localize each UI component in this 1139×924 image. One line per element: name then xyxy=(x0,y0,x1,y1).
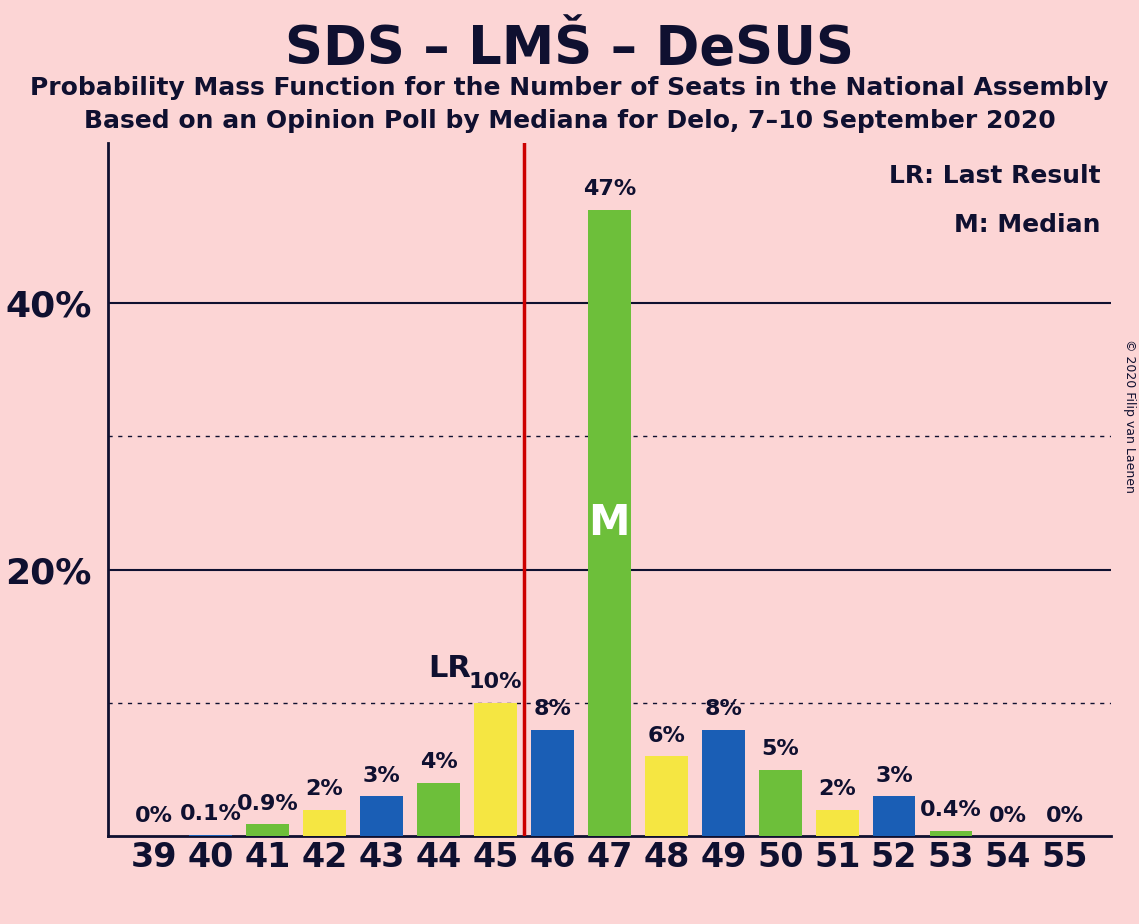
Text: 4%: 4% xyxy=(419,752,458,772)
Text: 5%: 5% xyxy=(761,739,800,759)
Text: 2%: 2% xyxy=(305,779,344,799)
Text: 2%: 2% xyxy=(818,779,857,799)
Bar xyxy=(588,210,631,836)
Bar xyxy=(303,809,346,836)
Bar xyxy=(645,756,688,836)
Text: M: Median: M: Median xyxy=(954,213,1100,237)
Text: Probability Mass Function for the Number of Seats in the National Assembly: Probability Mass Function for the Number… xyxy=(31,76,1108,100)
Text: M: M xyxy=(589,502,630,544)
Text: 0.4%: 0.4% xyxy=(920,800,982,821)
Text: LR: Last Result: LR: Last Result xyxy=(888,164,1100,188)
Text: 0.1%: 0.1% xyxy=(180,804,241,824)
Text: 3%: 3% xyxy=(362,766,401,785)
Bar xyxy=(417,783,460,836)
Text: 8%: 8% xyxy=(704,699,743,719)
Text: Based on an Opinion Poll by Mediana for Delo, 7–10 September 2020: Based on an Opinion Poll by Mediana for … xyxy=(83,109,1056,133)
Text: 0.9%: 0.9% xyxy=(237,794,298,813)
Bar xyxy=(246,824,289,836)
Text: 3%: 3% xyxy=(875,766,913,785)
Text: LR: LR xyxy=(428,654,472,683)
Bar xyxy=(759,770,802,836)
Bar xyxy=(531,730,574,836)
Text: 10%: 10% xyxy=(469,673,522,692)
Bar xyxy=(702,730,745,836)
Bar xyxy=(816,809,859,836)
Text: © 2020 Filip van Laenen: © 2020 Filip van Laenen xyxy=(1123,339,1137,492)
Bar xyxy=(929,831,973,836)
Text: 0%: 0% xyxy=(989,806,1027,825)
Text: 6%: 6% xyxy=(647,725,686,746)
Bar xyxy=(360,796,403,836)
Text: 0%: 0% xyxy=(1046,806,1084,825)
Text: SDS – LMŠ – DeSUS: SDS – LMŠ – DeSUS xyxy=(285,23,854,75)
Bar xyxy=(872,796,916,836)
Text: 0%: 0% xyxy=(134,806,173,825)
Bar xyxy=(474,703,517,836)
Text: 8%: 8% xyxy=(533,699,572,719)
Bar xyxy=(189,835,232,836)
Text: 47%: 47% xyxy=(583,179,636,200)
